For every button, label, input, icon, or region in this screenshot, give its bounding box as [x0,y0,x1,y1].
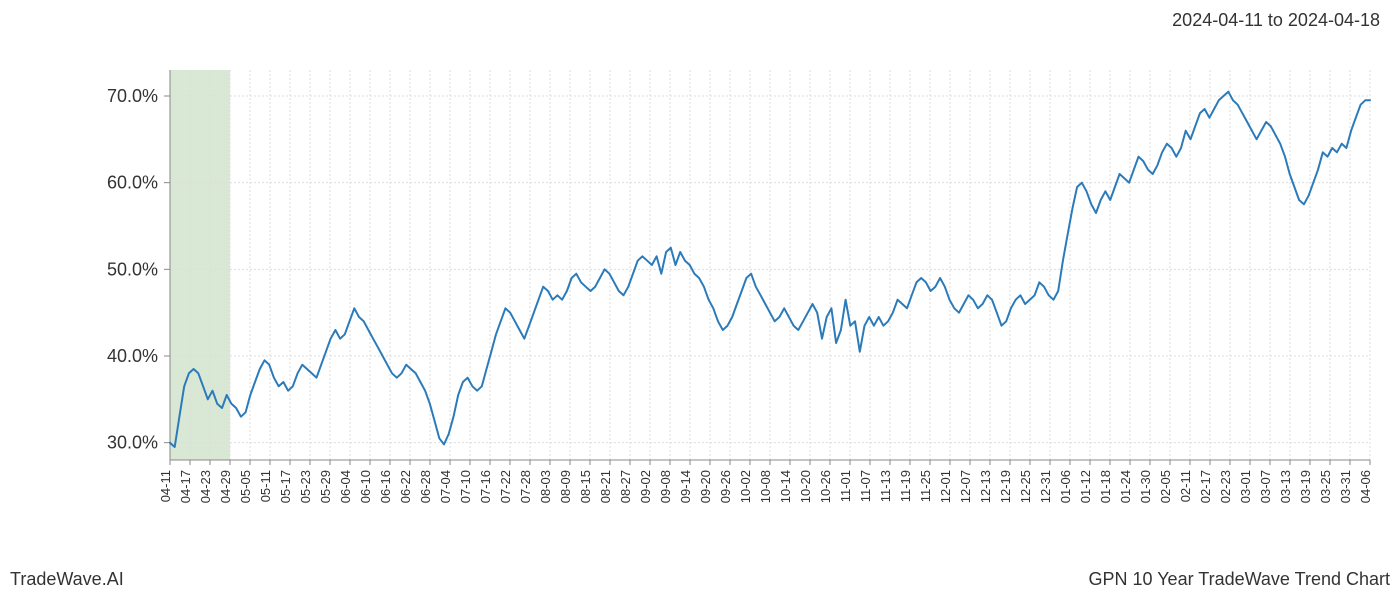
svg-text:09-26: 09-26 [718,470,733,503]
svg-text:03-25: 03-25 [1318,470,1333,503]
svg-text:09-14: 09-14 [678,470,693,503]
svg-text:60.0%: 60.0% [107,173,158,193]
svg-text:04-17: 04-17 [178,470,193,503]
svg-text:11-25: 11-25 [918,470,933,502]
svg-text:09-02: 09-02 [638,470,653,503]
svg-text:01-06: 01-06 [1058,470,1073,503]
svg-text:10-26: 10-26 [818,470,833,503]
svg-text:07-22: 07-22 [498,470,513,503]
svg-text:03-07: 03-07 [1258,470,1273,503]
svg-text:04-06: 04-06 [1358,470,1373,503]
svg-text:12-13: 12-13 [978,470,993,503]
svg-text:40.0%: 40.0% [107,346,158,366]
svg-text:50.0%: 50.0% [107,259,158,279]
date-range-label: 2024-04-11 to 2024-04-18 [1172,10,1380,31]
svg-text:11-13: 11-13 [878,470,893,502]
svg-text:12-07: 12-07 [958,470,973,503]
svg-text:10-08: 10-08 [758,470,773,503]
line-chart: 30.0% 40.0% 50.0% 60.0% 70.0% 04-11 04-17 04-23… [60,60,1380,530]
svg-text:06-22: 06-22 [398,470,413,503]
svg-text:08-09: 08-09 [558,470,573,503]
svg-text:10-02: 10-02 [738,470,753,503]
svg-text:10-14: 10-14 [778,470,793,503]
svg-text:12-31: 12-31 [1038,470,1053,503]
svg-text:07-10: 07-10 [458,470,473,503]
svg-text:01-24: 01-24 [1118,470,1133,503]
svg-text:03-01: 03-01 [1238,470,1253,503]
svg-text:09-08: 09-08 [658,470,673,503]
svg-text:04-29: 04-29 [218,470,233,503]
svg-text:02-05: 02-05 [1158,470,1173,503]
svg-text:05-05: 05-05 [238,470,253,503]
svg-text:06-04: 06-04 [338,470,353,503]
svg-text:11-01: 11-01 [838,470,853,502]
svg-text:05-17: 05-17 [278,470,293,503]
svg-text:08-27: 08-27 [618,470,633,503]
svg-text:12-25: 12-25 [1018,470,1033,503]
svg-text:07-16: 07-16 [478,470,493,503]
svg-text:12-19: 12-19 [998,470,1013,503]
footer-brand: TradeWave.AI [10,569,124,590]
svg-text:06-16: 06-16 [378,470,393,503]
svg-text:08-03: 08-03 [538,470,553,503]
svg-text:02-11: 02-11 [1178,470,1193,502]
svg-text:07-04: 07-04 [438,470,453,503]
footer-title: GPN 10 Year TradeWave Trend Chart [1089,569,1391,590]
svg-text:01-12: 01-12 [1078,470,1093,503]
svg-text:04-11: 04-11 [158,470,173,502]
svg-text:30.0%: 30.0% [107,433,158,453]
svg-text:04-23: 04-23 [198,470,213,503]
svg-text:07-28: 07-28 [518,470,533,503]
chart-container: 30.0% 40.0% 50.0% 60.0% 70.0% 04-11 04-17 04-23… [60,60,1380,530]
svg-text:09-20: 09-20 [698,470,713,503]
svg-text:10-20: 10-20 [798,470,813,503]
svg-text:12-01: 12-01 [938,470,953,503]
svg-text:05-29: 05-29 [318,470,333,503]
svg-text:08-21: 08-21 [598,470,613,503]
svg-text:03-31: 03-31 [1338,470,1353,503]
svg-text:01-30: 01-30 [1138,470,1153,503]
svg-text:02-17: 02-17 [1198,470,1213,503]
svg-text:06-10: 06-10 [358,470,373,503]
svg-text:03-13: 03-13 [1278,470,1293,503]
svg-text:11-19: 11-19 [898,470,913,502]
svg-text:05-23: 05-23 [298,470,313,503]
svg-text:08-15: 08-15 [578,470,593,503]
svg-text:11-07: 11-07 [858,470,873,502]
svg-text:70.0%: 70.0% [107,86,158,106]
svg-text:06-28: 06-28 [418,470,433,503]
svg-text:01-18: 01-18 [1098,470,1113,503]
svg-text:03-19: 03-19 [1298,470,1313,503]
svg-text:02-23: 02-23 [1218,470,1233,503]
svg-text:05-11: 05-11 [258,470,273,502]
